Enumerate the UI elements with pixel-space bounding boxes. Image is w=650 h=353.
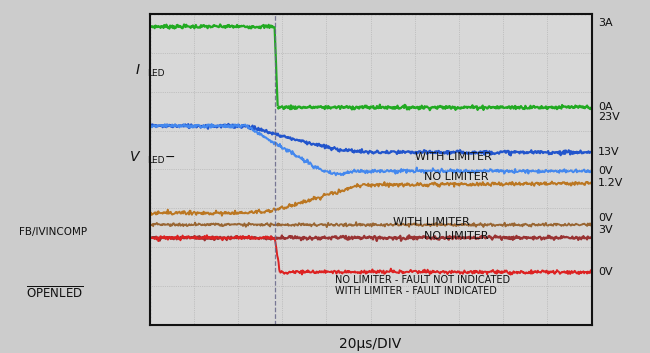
Text: 0V: 0V [598, 267, 612, 277]
Text: LED: LED [148, 156, 165, 165]
Text: 0V: 0V [598, 213, 612, 223]
Text: 23V: 23V [598, 112, 619, 122]
Text: 3A: 3A [598, 18, 612, 29]
Text: V: V [130, 150, 140, 164]
Text: NO LIMITER: NO LIMITER [424, 172, 488, 182]
Text: 3V: 3V [598, 225, 612, 235]
Text: LED: LED [148, 69, 165, 78]
Text: WITH LIMITER: WITH LIMITER [393, 217, 469, 227]
Text: NO LIMITER: NO LIMITER [424, 231, 488, 241]
Text: 13V: 13V [598, 147, 619, 157]
Text: $\overline{\mathrm{OPENLED}}$: $\overline{\mathrm{OPENLED}}$ [26, 286, 84, 301]
Text: I: I [136, 63, 140, 77]
Text: −: − [164, 150, 175, 163]
Text: 1.2V: 1.2V [598, 178, 623, 189]
Text: WITH LIMITER: WITH LIMITER [415, 152, 491, 162]
Text: 20μs/DIV: 20μs/DIV [339, 337, 402, 351]
Text: 0V: 0V [598, 166, 612, 176]
Text: WITH LIMITER - FAULT INDICATED: WITH LIMITER - FAULT INDICATED [335, 286, 497, 295]
Text: FB/IVINCOMP: FB/IVINCOMP [20, 227, 88, 237]
Text: NO LIMITER - FAULT NOT INDICATED: NO LIMITER - FAULT NOT INDICATED [335, 275, 510, 285]
Text: 0A: 0A [598, 102, 612, 112]
